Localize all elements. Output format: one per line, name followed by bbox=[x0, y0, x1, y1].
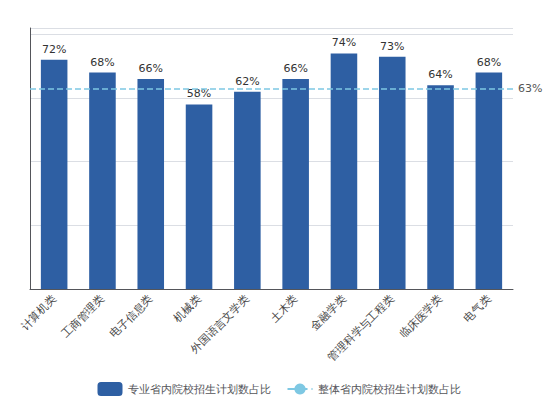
svg-text:金融学类: 金融学类 bbox=[308, 292, 348, 332]
svg-text:电气类: 电气类 bbox=[461, 292, 494, 325]
svg-text:专业省内院校招生计划数占比: 专业省内院校招生计划数占比 bbox=[128, 383, 271, 396]
svg-text:62%: 62% bbox=[235, 75, 259, 88]
svg-text:74%: 74% bbox=[332, 36, 356, 49]
svg-text:68%: 68% bbox=[90, 56, 114, 69]
svg-text:整体省内院校招生计划数占比: 整体省内院校招生计划数占比 bbox=[318, 383, 461, 396]
svg-text:管理科学与工程类: 管理科学与工程类 bbox=[325, 292, 396, 363]
svg-text:土木类: 土木类 bbox=[268, 292, 301, 325]
svg-text:外国语言文学类: 外国语言文学类 bbox=[188, 292, 252, 356]
svg-text:机械类: 机械类 bbox=[171, 292, 204, 325]
svg-text:63%: 63% bbox=[518, 82, 542, 95]
svg-text:计算机类: 计算机类 bbox=[18, 292, 58, 332]
svg-text:72%: 72% bbox=[42, 43, 66, 56]
svg-text:68%: 68% bbox=[477, 56, 501, 69]
svg-text:66%: 66% bbox=[139, 62, 163, 75]
svg-text:工商管理类: 工商管理类 bbox=[59, 292, 107, 340]
svg-text:临床医学类: 临床医学类 bbox=[397, 292, 445, 340]
svg-text:73%: 73% bbox=[380, 40, 404, 53]
svg-text:电子信息类: 电子信息类 bbox=[107, 292, 155, 340]
svg-text:64%: 64% bbox=[428, 68, 452, 81]
svg-text:66%: 66% bbox=[283, 62, 307, 75]
svg-text:58%: 58% bbox=[187, 87, 211, 100]
